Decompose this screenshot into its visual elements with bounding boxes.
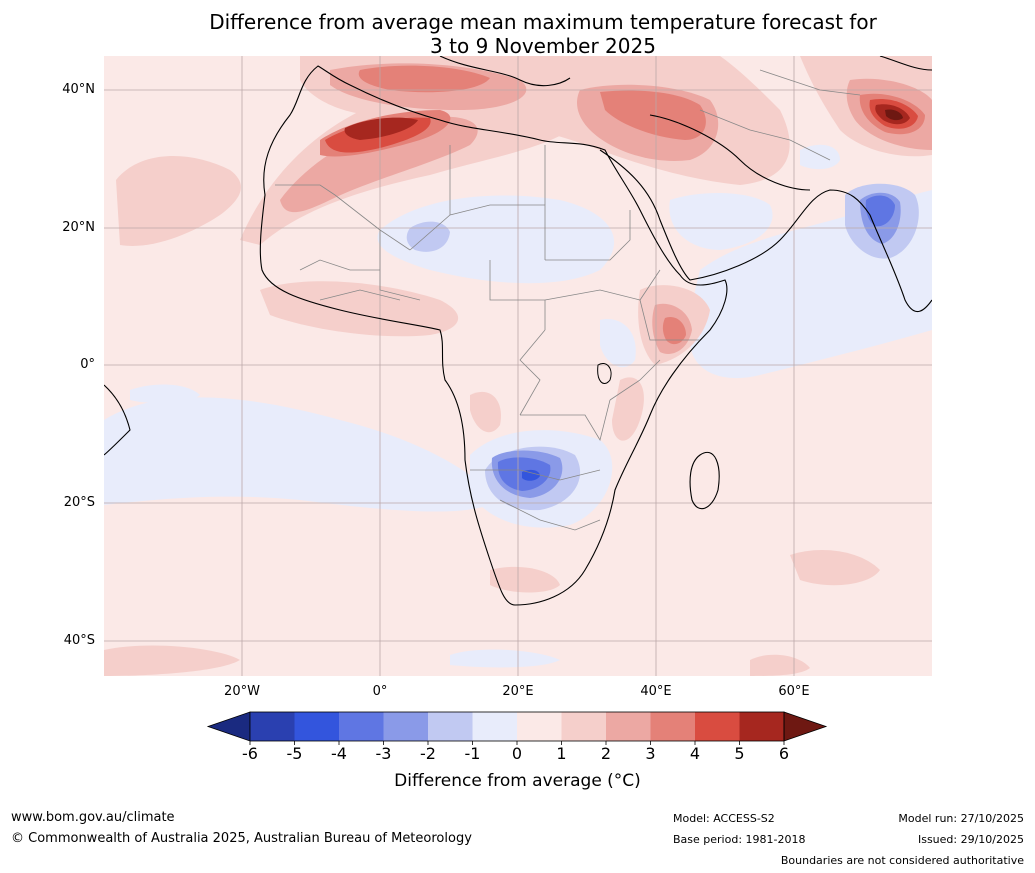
map-title-line1: Difference from average mean maximum tem… [209, 10, 877, 34]
coastlines [104, 56, 932, 606]
lat-label-20s: 20°S [63, 495, 95, 510]
colorbar-tick-label: 4 [689, 744, 701, 763]
country-borders [275, 69, 861, 531]
footer-copyright: © Commonwealth of Australia 2025, Austra… [11, 831, 472, 846]
map-title-line2: 3 to 9 November 2025 [430, 34, 656, 58]
colorbar-tick-label: -1 [464, 744, 481, 763]
colorbar-tick-label: 0 [511, 744, 523, 763]
lake-victoria [597, 363, 612, 384]
colorbar-tick-label: -5 [286, 744, 303, 763]
lon-label-60e: 60°E [778, 684, 810, 699]
lon-label-20w: 20°W [224, 684, 260, 699]
graticule [104, 56, 932, 676]
colorbar-tick-label: 5 [734, 744, 745, 763]
warm-anomalies [104, 56, 932, 676]
footer-model-run: Model run: 27/10/2025 [898, 812, 1024, 825]
colorbar-tick-label: 3 [645, 744, 656, 763]
colorbar-tick-label: -4 [331, 744, 347, 763]
colorbar-tick-label: -3 [375, 744, 392, 763]
lon-label-0: 0° [372, 684, 388, 699]
footer-url[interactable]: www.bom.gov.au/climate [11, 810, 175, 825]
colorbar-tick-label: 1 [556, 744, 567, 763]
colorbar-tick-label: -2 [420, 744, 436, 763]
colorbar-tick-label: 6 [778, 744, 790, 763]
lon-label-20e: 20°E [502, 684, 534, 699]
lat-label-20n: 20°N [62, 220, 95, 235]
lat-label-40n: 40°N [62, 82, 95, 97]
footer-base-period: Base period: 1981-2018 [673, 833, 806, 846]
footer-issued: Issued: 29/10/2025 [917, 833, 1024, 846]
lat-label-0: 0° [80, 357, 95, 372]
colorbar-label: Difference from average (°C) [394, 771, 641, 791]
footer-disclaimer: Boundaries are not considered authoritat… [780, 854, 1024, 867]
footer-model: Model: ACCESS-S2 [673, 812, 775, 825]
colorbar-tick-label: 2 [600, 744, 612, 763]
lat-label-40s: 40°S [63, 633, 95, 648]
lon-label-40e: 40°E [640, 684, 672, 699]
colorbar-tick-label: -6 [242, 744, 258, 763]
